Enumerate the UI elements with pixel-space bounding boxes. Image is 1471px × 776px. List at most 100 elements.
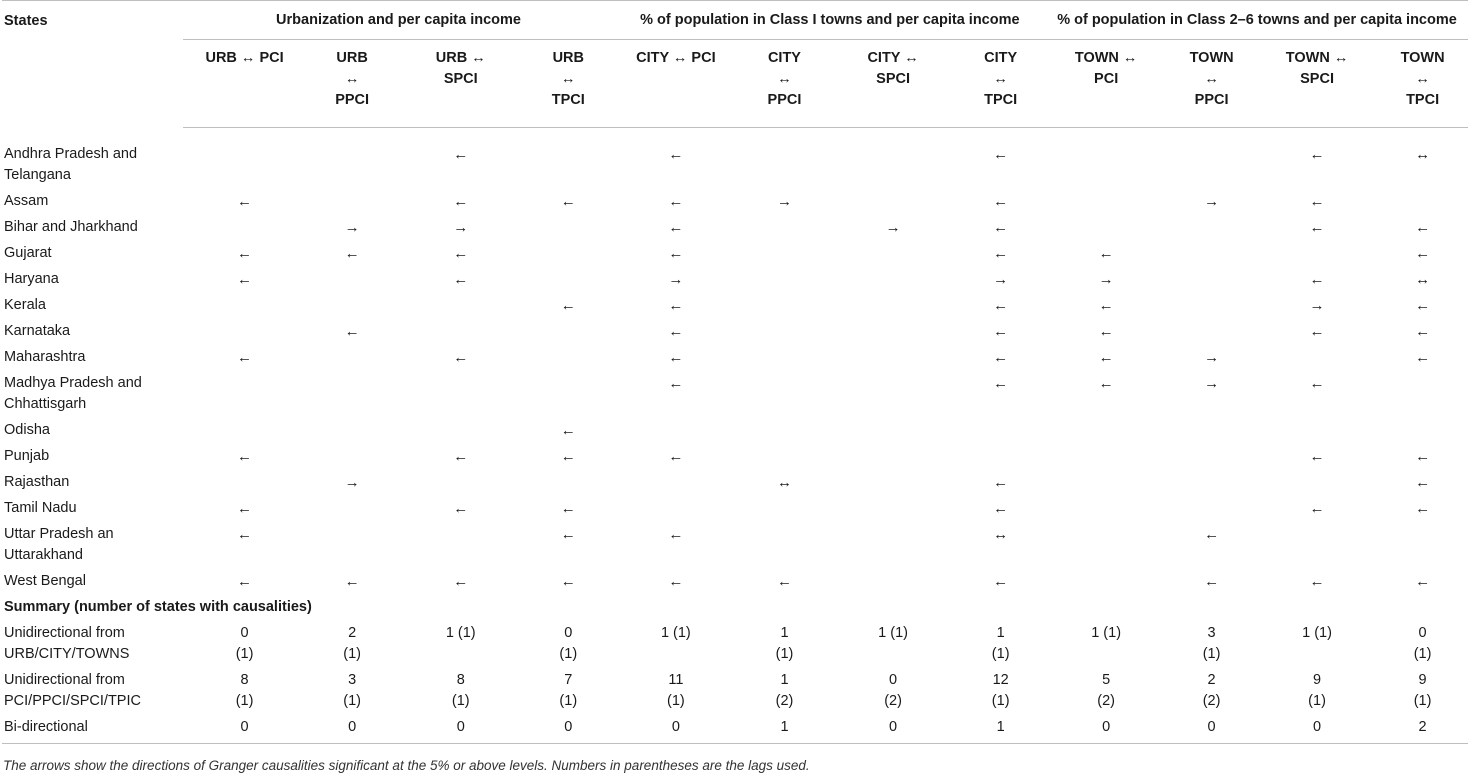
arrow-cell: ← — [560, 525, 576, 543]
arrow-cell: ← — [344, 322, 360, 340]
arrow-cell: ← — [668, 192, 684, 210]
summary-value: 7 (1) — [559, 671, 578, 709]
arrow-cell: → — [885, 218, 901, 236]
arrow-cell: ↔ — [1415, 270, 1431, 288]
column-header: CITY ↔ PCI — [613, 39, 739, 128]
arrow-cell — [1166, 446, 1257, 472]
arrow-cell — [306, 295, 399, 321]
summary-value: 12 (1) — [991, 671, 1010, 709]
summary-value: 0 (2) — [884, 671, 902, 709]
arrow-cell — [523, 217, 614, 243]
arrow-cell — [1166, 217, 1257, 243]
table-row: Gujarat ← ← ← ← ← ← ← — [2, 243, 1468, 269]
state-name: Haryana — [4, 270, 59, 287]
summary-value: 0 — [183, 716, 306, 744]
arrow-cell — [1377, 420, 1468, 446]
summary-value: 0 — [522, 716, 614, 744]
table-row: Maharashtra ← ← ← ← ← → ← — [2, 347, 1468, 373]
arrow-cell — [1257, 420, 1377, 446]
arrow-cell: ← — [668, 348, 684, 366]
arrow-cell: ← — [668, 218, 684, 236]
arrow-cell: ↔ — [993, 525, 1009, 543]
state-name: Assam — [4, 192, 49, 209]
arrow-cell — [399, 373, 523, 420]
state-name: Bihar and Jharkhand — [4, 218, 138, 235]
summary-value: 1 (1) — [1091, 624, 1122, 641]
arrow-cell: → — [344, 473, 360, 491]
arrow-cell: ← — [453, 244, 469, 262]
arrow-cell: ← — [668, 322, 684, 340]
arrow-cell: ← — [993, 572, 1009, 590]
arrow-cell: ← — [1098, 374, 1114, 392]
arrow-cell — [1377, 191, 1468, 217]
arrow-cell: ← — [344, 572, 360, 590]
arrow-cell — [306, 420, 399, 446]
column-header: TOWN ↔ TPCI — [1377, 39, 1468, 128]
arrow-cell: ← — [453, 447, 469, 465]
arrow-cell — [831, 571, 955, 597]
arrow-cell: ← — [344, 244, 360, 262]
arrow-cell — [831, 321, 955, 347]
arrow-cell — [614, 472, 738, 498]
state-name: Tamil Nadu — [4, 499, 77, 516]
arrow-cell — [1166, 420, 1257, 446]
state-name: Odisha — [4, 421, 50, 438]
arrow-cell: → — [1098, 270, 1114, 288]
summary-value: 1 — [738, 716, 831, 744]
arrow-cell — [523, 243, 614, 269]
arrow-cell: ← — [453, 270, 469, 288]
table-row: Karnataka ← ← ← ← ← ← — [2, 321, 1468, 347]
summary-label: Bi-directional — [2, 716, 184, 744]
causality-table: States Urbanization and per capita incom… — [2, 0, 1468, 744]
state-name: Uttar Pradesh an Uttarakhand — [4, 525, 114, 563]
summary-value: 0 (1) — [235, 624, 254, 662]
arrow-cell — [1166, 498, 1257, 524]
group-header-urbanization: Urbanization and per capita income — [183, 0, 614, 40]
arrow-cell: ← — [1204, 572, 1220, 590]
arrow-cell: ← — [237, 348, 253, 366]
arrow-cell: ← — [1309, 270, 1325, 288]
summary-value: 0 — [1166, 716, 1257, 744]
arrow-cell: ↔ — [776, 473, 792, 491]
column-header: TOWN ↔ PCI — [1046, 39, 1167, 128]
arrow-cell: ← — [560, 421, 576, 439]
arrow-cell — [306, 524, 399, 571]
arrow-cell: ← — [668, 572, 684, 590]
arrow-cell: ← — [1098, 296, 1114, 314]
arrow-cell — [306, 128, 399, 191]
column-header: URB ↔ TPCI — [522, 39, 614, 128]
arrow-cell: → — [1309, 296, 1325, 314]
arrow-cell — [183, 472, 305, 498]
arrow-cell: ← — [993, 218, 1009, 236]
summary-value: 11 (1) — [666, 671, 685, 709]
arrow-cell: ← — [1415, 322, 1431, 340]
arrow-cell: ← — [237, 192, 253, 210]
arrow-cell — [1166, 128, 1257, 191]
arrow-cell: ↔ — [1415, 146, 1431, 163]
summary-row: Unidirectional from URB/CITY/TOWNS 0 (1) 2 (1… — [2, 623, 1468, 670]
arrow-cell — [1257, 243, 1377, 269]
arrow-cell — [183, 373, 305, 420]
arrow-cell: ← — [237, 525, 253, 543]
arrow-cell — [183, 295, 305, 321]
arrow-cell: ← — [1309, 374, 1325, 392]
arrow-cell: ← — [237, 244, 253, 262]
summary-label: Unidirectional from URB/CITY/TOWNS — [4, 624, 130, 662]
summary-value: 1 (1) — [878, 624, 908, 641]
arrow-cell — [738, 321, 831, 347]
summary-value: 0 — [830, 716, 956, 744]
arrow-cell: ← — [1309, 499, 1325, 517]
arrow-cell — [1046, 128, 1166, 191]
arrow-cell: ← — [1415, 296, 1431, 314]
arrow-cell: ← — [1415, 348, 1431, 366]
arrow-cell: ← — [1309, 218, 1325, 236]
arrow-cell: ← — [453, 499, 469, 517]
arrow-cell — [399, 420, 523, 446]
arrow-cell — [183, 420, 305, 446]
arrow-cell: ← — [1309, 447, 1325, 465]
summary-value: 1 (1) — [991, 624, 1010, 662]
arrow-cell — [183, 128, 305, 191]
arrow-cell: ← — [1415, 499, 1431, 517]
arrow-cell: ← — [1415, 572, 1431, 590]
table-footnote: The arrows show the directions of Grange… — [3, 758, 810, 773]
